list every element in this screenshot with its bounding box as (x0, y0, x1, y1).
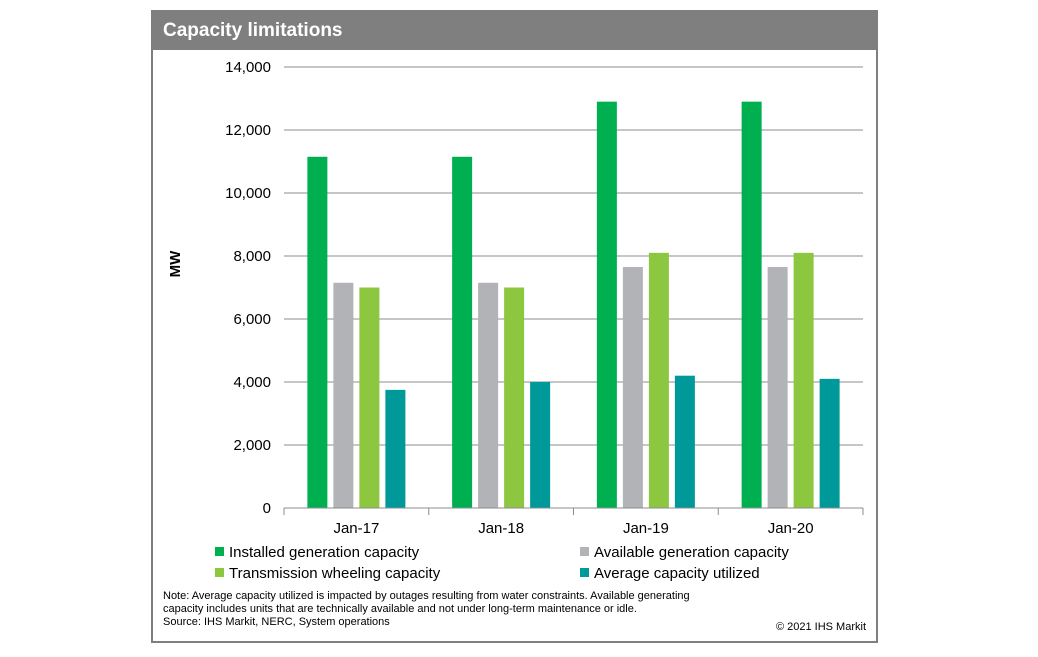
chart-frame: Capacity limitations 0 2,000 4,000 6,000 8,0… (151, 10, 878, 643)
legend-swatch (215, 568, 224, 577)
bar (452, 156, 473, 508)
legend-swatch (580, 547, 589, 556)
legend-label: Average capacity utilized (594, 565, 760, 582)
legend-label: Available generation capacity (594, 544, 789, 561)
x-tick-label: Jan-19 (623, 520, 669, 537)
note-line: capacity includes units that are technic… (163, 603, 637, 615)
bar (530, 382, 551, 508)
legend-label: Transmission wheeling capacity (229, 565, 441, 582)
y-axis-ticks: 0 2,000 4,000 6,000 8,000 10,000 12,000 14,000 (225, 59, 271, 517)
y-tick-label: 0 (263, 500, 271, 517)
copyright: © 2021 IHS Markit (775, 621, 866, 633)
source-line: Source: IHS Markit, NERC, System operati… (163, 616, 390, 628)
x-tick-label: Jan-20 (768, 520, 814, 537)
y-tick-label: 10,000 (225, 185, 271, 202)
y-tick-label: 14,000 (225, 59, 271, 76)
legend: Installed generation capacity Available g… (215, 544, 789, 582)
bar (622, 267, 643, 508)
y-tick-label: 4,000 (233, 374, 271, 391)
bar (767, 267, 788, 508)
chart-note: Note: Average capacity utilized is impac… (163, 590, 763, 629)
bar (385, 389, 406, 508)
bar (596, 101, 617, 509)
x-tick-label: Jan-17 (333, 520, 379, 537)
bars (307, 101, 840, 509)
bar (307, 156, 328, 508)
bar (741, 101, 762, 509)
bar (504, 287, 525, 508)
y-tick-label: 6,000 (233, 311, 271, 328)
bar (333, 282, 354, 508)
note-line: Note: Average capacity utilized is impac… (163, 590, 690, 602)
chart-canvas: 02,0004,0006,0008,00010,00012,00014,000 … (167, 59, 864, 582)
bar (478, 282, 499, 508)
bar (648, 252, 669, 508)
legend-swatch (580, 568, 589, 577)
y-tick-label: 12,000 (225, 122, 271, 139)
bar (674, 375, 695, 508)
x-axis (283, 507, 864, 515)
gridlines (284, 66, 863, 446)
legend-swatch (215, 547, 224, 556)
legend-label: Installed generation capacity (229, 544, 420, 561)
y-tick-label: 8,000 (233, 248, 271, 265)
bar (793, 252, 814, 508)
y-tick-label: 2,000 (233, 437, 271, 454)
bar (819, 378, 840, 508)
x-axis-ticks: Jan-17 Jan-18 Jan-19 Jan-20 (333, 520, 813, 537)
chart-title: Capacity limitations (153, 12, 876, 50)
x-tick-label: Jan-18 (478, 520, 524, 537)
bar (359, 287, 380, 508)
y-axis-title: MW (167, 250, 184, 277)
